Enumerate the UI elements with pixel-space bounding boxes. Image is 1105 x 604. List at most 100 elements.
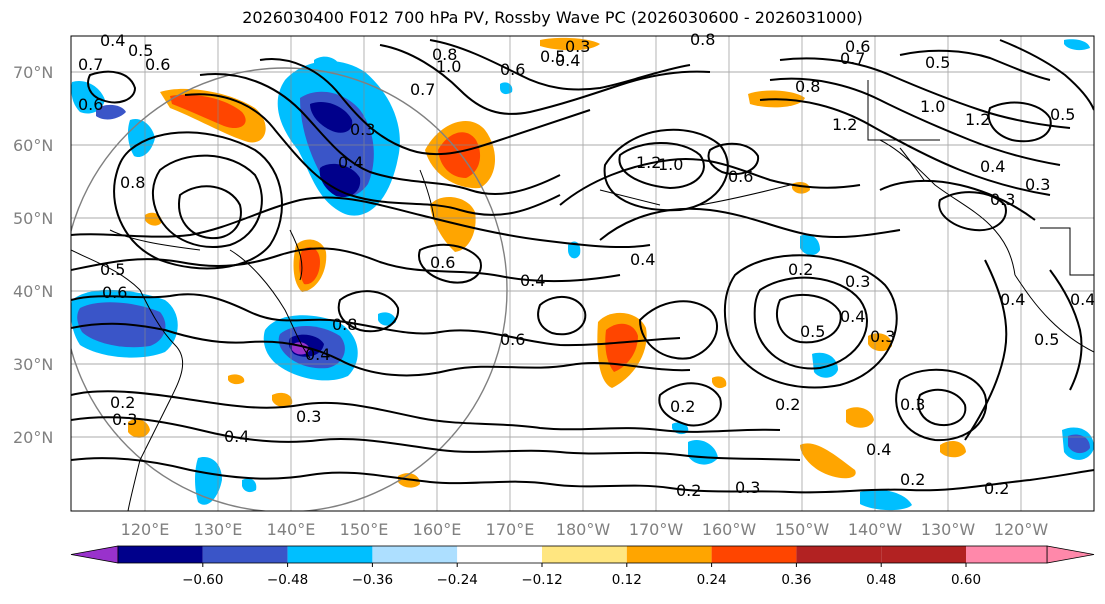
contour-label: 0.3 xyxy=(735,478,760,497)
contour-label: 0.6 xyxy=(500,60,525,79)
lon-label: 170°E xyxy=(486,520,535,539)
positive-anomaly-patch xyxy=(846,407,874,428)
map-title: 2026030400 F012 700 hPa PV, Rossby Wave … xyxy=(242,8,863,27)
colorbar-segment xyxy=(457,546,542,563)
colorbar-tick-label: −0.36 xyxy=(352,572,393,588)
colorbar-tick-label: 0.36 xyxy=(781,572,811,588)
contour-label: 0.5 xyxy=(128,41,153,60)
contour-label: 0.2 xyxy=(788,260,813,279)
negative-anomaly-patch xyxy=(378,312,396,326)
contour-label: 0.4 xyxy=(100,31,125,50)
negative-anomaly-patch xyxy=(242,478,257,493)
lat-label: 60°N xyxy=(13,136,53,155)
positive-anomaly-patch xyxy=(800,443,856,479)
positive-anomaly-patch xyxy=(299,247,320,285)
positive-anomaly-patch xyxy=(712,376,727,389)
contour-label: 0.5 xyxy=(1050,105,1075,124)
colorbar-segment xyxy=(202,546,288,563)
contour-label: 0.6 xyxy=(145,55,170,74)
colorbar-tick-label: 0.24 xyxy=(697,572,727,588)
contour-label: 0.2 xyxy=(676,481,701,500)
contour-label: 0.4 xyxy=(1000,290,1025,309)
longitude-labels: 120°E 130°E 140°E 150°E 160°E 170°E 180°… xyxy=(121,520,1049,539)
pv-contours xyxy=(71,39,1094,494)
lat-label: 30°N xyxy=(13,355,53,374)
colorbar-tick-label: −0.12 xyxy=(521,572,562,588)
colorbar-segment xyxy=(70,545,119,564)
contour-label: 0.4 xyxy=(555,51,580,70)
contour-labels: 0.4 0.5 0.6 0.7 0.6 0.8 1.0 0.7 0.6 0.5 … xyxy=(78,30,1095,500)
colorbar-segment xyxy=(966,546,1047,563)
colorbar-tick-label: −0.60 xyxy=(182,572,223,588)
negative-anomaly-patch xyxy=(1064,39,1090,51)
colorbar-segment xyxy=(626,546,712,563)
contour-label: 0.3 xyxy=(845,272,870,291)
contour-label: 0.4 xyxy=(520,271,545,290)
contour-label: 0.3 xyxy=(990,190,1015,209)
contour-label: 0.3 xyxy=(870,327,895,346)
lon-label: 180°W xyxy=(556,520,611,539)
lon-label: 150°E xyxy=(340,520,389,539)
contour-label: 0.8 xyxy=(432,45,457,64)
contour-label: 0.5 xyxy=(1034,330,1059,349)
contour-label: 0.3 xyxy=(350,120,375,139)
negative-anomaly-patch xyxy=(812,352,838,378)
contour-label: 0.8 xyxy=(120,173,145,192)
contour-label: 1.0 xyxy=(436,57,461,76)
plot-frame xyxy=(70,35,1095,512)
contour-label: 0.4 xyxy=(980,157,1005,176)
contour-label: 0.2 xyxy=(110,393,135,412)
contour-label: 0.8 xyxy=(690,30,715,49)
contour-label: 0.6 xyxy=(728,167,753,186)
contour-label: 0.2 xyxy=(670,397,695,416)
contour-label: 0.3 xyxy=(900,395,925,414)
lon-label: 120°W xyxy=(994,520,1049,539)
colorbar-segment xyxy=(881,546,966,563)
negative-anomaly-patch xyxy=(500,82,513,95)
latitude-labels: 70°N 60°N 50°N 40°N 30°N 20°N xyxy=(13,63,53,447)
contour-label: 0.3 xyxy=(296,407,321,426)
contour-label: 0.3 xyxy=(1025,175,1050,194)
lon-label: 160°W xyxy=(702,520,757,539)
contour-label: 0.2 xyxy=(775,395,800,414)
contour-label: 0.7 xyxy=(78,55,103,74)
contour-label: 0.6 xyxy=(430,253,455,272)
contour-label: 0.4 xyxy=(630,250,655,269)
contour-label: 0.2 xyxy=(984,479,1009,498)
colorbar-segment xyxy=(118,546,203,563)
positive-anomaly-patch xyxy=(868,333,892,352)
positive-anomaly-patch xyxy=(940,440,966,458)
positive-anomaly-patch xyxy=(228,374,245,385)
negative-anomaly-patch xyxy=(568,241,581,259)
lon-label: 160°E xyxy=(413,520,462,539)
colorbar-tick-label: 0.48 xyxy=(866,572,896,588)
colorbar-segment xyxy=(796,546,882,563)
colorbar-segment xyxy=(542,546,627,563)
contour-label: 1.2 xyxy=(636,153,661,172)
contour-label: 0.5 xyxy=(925,53,950,72)
contour-label: 1.2 xyxy=(965,110,990,129)
negative-anomaly-patch xyxy=(860,489,912,511)
contour-label: 0.4 xyxy=(866,440,891,459)
contour-label: 0.2 xyxy=(900,470,925,489)
colorbar-segment xyxy=(372,546,458,563)
contour-label: 0.7 xyxy=(410,80,435,99)
lon-label: 140°E xyxy=(267,520,316,539)
contour-label: 1.0 xyxy=(658,155,683,174)
lat-label: 70°N xyxy=(13,63,53,82)
lon-label: 170°W xyxy=(629,520,684,539)
colorbar-tick-label: 0.60 xyxy=(951,572,981,588)
negative-anomaly-patch xyxy=(195,456,222,505)
negative-anomaly-patch xyxy=(71,80,105,114)
contour-label: 0.6 xyxy=(78,95,103,114)
negative-anomaly-patch xyxy=(310,101,353,133)
lon-label: 130°W xyxy=(921,520,976,539)
contour-label: 0.6 xyxy=(102,283,127,302)
contour-label: 0.3 xyxy=(565,37,590,56)
lon-label: 140°W xyxy=(848,520,903,539)
positive-anomaly-patch xyxy=(540,37,600,51)
lat-label: 40°N xyxy=(13,282,53,301)
colorbar-segment xyxy=(711,546,797,563)
colorbar-frame xyxy=(117,545,1048,564)
